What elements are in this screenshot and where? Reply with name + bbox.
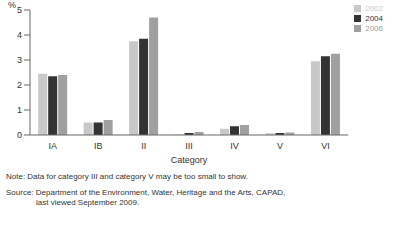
svg-text:2: 2 — [17, 80, 22, 90]
html-text:Note: Data for category III an: Note: Data for category III and category… — [6, 172, 248, 181]
svg-text:5: 5 — [17, 5, 22, 15]
html-text:2002: 2002 — [365, 4, 383, 13]
svg-text:VI: VI — [321, 141, 330, 151]
svg-text:II: II — [141, 141, 146, 151]
svg-text:V: V — [277, 141, 283, 151]
svg-text:IA: IA — [48, 141, 57, 151]
svg-text:4: 4 — [17, 30, 22, 40]
svg-text:III: III — [185, 141, 193, 151]
svg-text:0: 0 — [17, 130, 22, 140]
svg-text:IB: IB — [94, 141, 103, 151]
html-text:last viewed September 2009.: last viewed September 2009. — [36, 198, 140, 207]
svg-text:1: 1 — [17, 105, 22, 115]
svg-text:Category: Category — [171, 155, 208, 165]
svg-text:IV: IV — [230, 141, 239, 151]
html-text:2006: 2006 — [365, 24, 383, 33]
html-text:Source: Department of the Envi: Source: Department of the Environment, W… — [6, 188, 286, 197]
svg-text:3: 3 — [17, 55, 22, 65]
html-text:2004: 2004 — [365, 14, 383, 23]
